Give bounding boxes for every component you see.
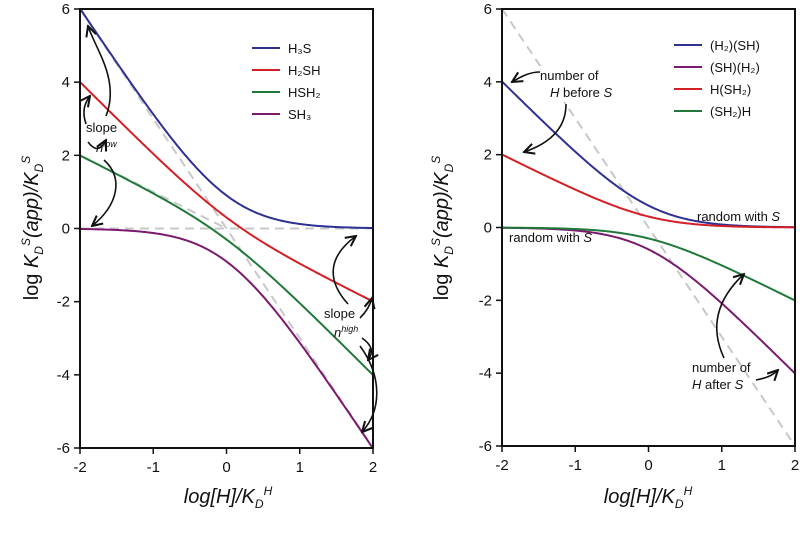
right-chart-panel: -2 -1 0 1 2 -6 -4 -2 0 2 4 6 log KDS(app)/KDS log[H… (429, 1, 799, 511)
right-x-tick-label: -1 (569, 457, 582, 474)
left-reference-lines (79, 8, 374, 449)
right-y-tick-label: 4 (484, 74, 492, 91)
left-legend-label: H₃S (288, 41, 312, 56)
left-legend: H₃S H₂SH HSH₂ SH₃ (252, 41, 321, 122)
right-reference-line-0 (501, 8, 796, 447)
slope-high-symbol: nhigh (334, 324, 358, 340)
arrow-h-after-2 (755, 370, 778, 380)
right-legend-label: (SH)(H₂) (710, 60, 760, 75)
left-y-tick-label: -4 (57, 367, 70, 384)
left-reference-line-0 (79, 8, 374, 449)
h-before-s-line2: H before S (550, 85, 612, 100)
right-y-tick-label: -6 (479, 438, 492, 455)
right-legend-label: (SH₂)H (710, 104, 751, 119)
h-after-s-line1: number of (692, 360, 751, 375)
right-y-axis-label: log KDS(app)/KDS (429, 156, 456, 301)
right-series-line-H-SH2 (501, 153, 795, 229)
left-series-group (79, 7, 374, 450)
slope-high-word: slope (324, 306, 355, 321)
right-reference-lines (501, 8, 796, 447)
right-series-line-SH-H2 (501, 226, 796, 375)
left-y-tick-label: 4 (62, 74, 70, 91)
arrow-slope-high-2 (359, 298, 372, 319)
right-x-tick-label: -2 (495, 457, 508, 474)
arrow-slope-low-2 (84, 96, 90, 125)
right-y-tick-label: -4 (479, 365, 492, 382)
left-x-tick-label: -2 (73, 459, 86, 476)
arrow-h-before-1 (512, 71, 541, 82)
slope-low-annotation: slope nlow (84, 26, 117, 226)
left-y-tick-label: 2 (62, 147, 70, 164)
h-before-s-annotation: number of H before S (512, 66, 617, 152)
left-y-tick-label: -6 (57, 440, 70, 457)
random-with-s-upper: random with S (697, 209, 780, 224)
left-series-line-SH3 (79, 227, 374, 450)
left-y-tick-label: -2 (57, 294, 70, 311)
right-y-tick-label: 0 (484, 220, 492, 237)
left-legend-label: HSH₂ (288, 85, 321, 100)
left-series-line-H2SH (79, 81, 374, 303)
arrow-h-before-2 (524, 103, 567, 152)
left-legend-label: H₂SH (288, 63, 321, 78)
right-x-axis-label: log[H]/KDH (604, 484, 693, 511)
arrow-slope-low-3 (87, 140, 106, 149)
right-x-tick-label: 2 (791, 457, 799, 474)
right-legend: (H₂)(SH) (SH)(H₂) H(SH₂) (SH₂)H (674, 38, 760, 119)
left-y-axis-label: log KDS(app)/KDS (19, 156, 46, 301)
left-x-tick-label: 2 (369, 459, 377, 476)
h-after-s-line2: H after S (692, 377, 744, 392)
arrow-h-after-1 (716, 274, 744, 359)
left-axis-ticks: -2 -1 0 1 2 -6 -4 -2 0 2 4 6 (57, 1, 378, 476)
h-after-s-annotation: number of H after S (692, 274, 778, 392)
arrow-slope-high-3 (361, 337, 371, 360)
slope-low-word: slope (86, 120, 117, 135)
right-x-tick-label: 1 (718, 457, 726, 474)
left-y-tick-label: 0 (62, 221, 70, 238)
left-x-tick-label: 0 (222, 459, 230, 476)
left-series-line-HSH2 (79, 154, 374, 376)
right-legend-label: H(SH₂) (710, 82, 751, 97)
slope-low-symbol: nlow (96, 139, 117, 155)
arrow-slope-low-1 (88, 26, 111, 117)
left-reference-line-1 (79, 154, 227, 230)
random-with-s-lower: random with S (509, 230, 592, 245)
right-legend-label: (H₂)(SH) (710, 38, 760, 53)
left-x-tick-label: 1 (296, 459, 304, 476)
right-series-line-SH2-H (502, 226, 796, 302)
right-x-tick-label: 0 (644, 457, 652, 474)
random-upper-label: random with S (697, 209, 780, 224)
right-y-tick-label: 2 (484, 147, 492, 164)
left-x-tick-label: -1 (147, 459, 160, 476)
arrow-slope-high-4 (359, 345, 378, 432)
left-chart-panel: -2 -1 0 1 2 -6 -4 -2 0 2 4 6 log KDS(app)/KDS log[H… (19, 1, 377, 511)
right-series-group (501, 80, 796, 375)
right-y-tick-label: -2 (479, 292, 492, 309)
left-series-line-H3S (79, 7, 374, 230)
h-before-s-bg (537, 66, 617, 102)
slope-high-annotation: slope nhigh (324, 236, 377, 432)
arrow-slope-low-4 (92, 159, 117, 226)
left-x-axis-label: log[H]/KDH (184, 484, 273, 511)
right-y-tick-label: 6 (484, 1, 492, 18)
arrow-slope-high-1 (332, 236, 356, 305)
right-axis-ticks: -2 -1 0 1 2 -6 -4 -2 0 2 4 6 (479, 1, 800, 474)
left-y-tick-label: 6 (62, 1, 70, 18)
h-before-s-line1: number of (540, 68, 599, 83)
left-legend-label: SH₃ (288, 107, 311, 122)
random-lower-label: random with S (509, 230, 592, 245)
